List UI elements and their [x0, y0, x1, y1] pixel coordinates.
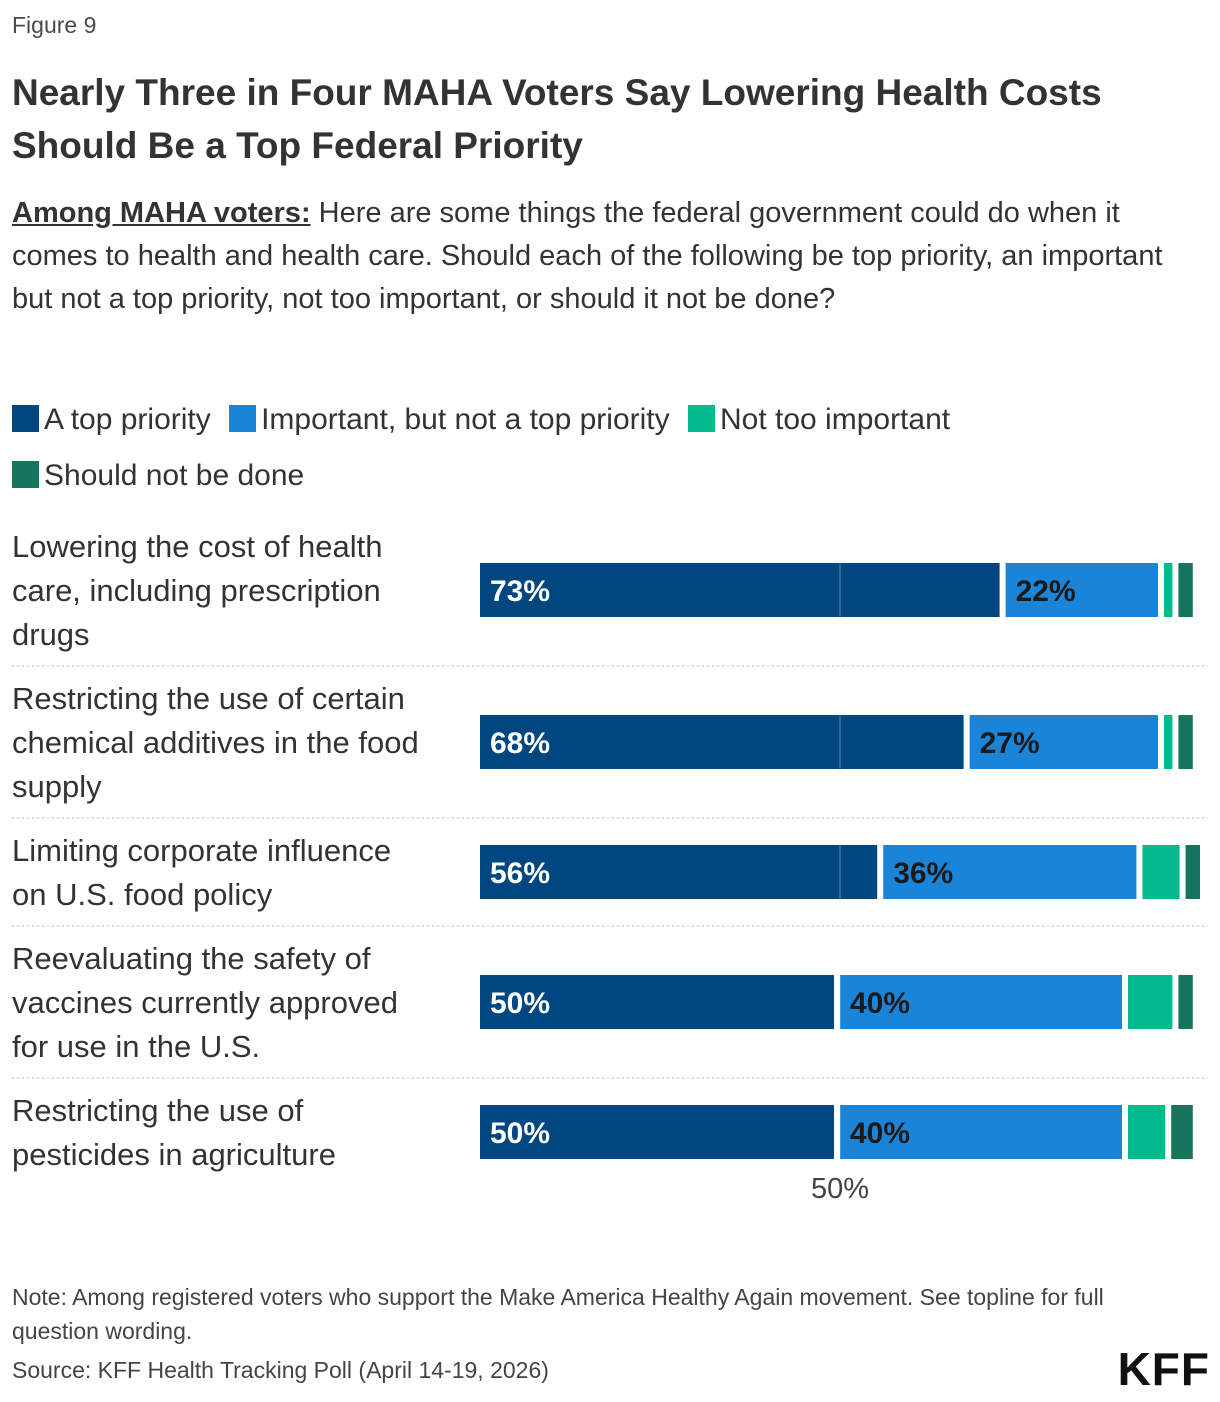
category-label: Reevaluating the safety of vaccines curre… [12, 941, 398, 1064]
legend-label-top-priority: A top priority [44, 403, 211, 436]
reference-line-label: 50% [811, 1173, 869, 1205]
legend-swatch-not-too-important [687, 405, 715, 432]
bar-important-but-not-a-top-priority [883, 845, 1137, 899]
data-label-important-but-not-a-top-priority: 36% [893, 857, 953, 890]
data-label-a-top-priority: 50% [490, 987, 550, 1020]
bar-not-too-important [1164, 715, 1173, 769]
bar-not-too-important [1128, 1105, 1166, 1159]
bar-important-but-not-a-top-priority [840, 975, 1122, 1029]
kff-logo: KFF [1117, 1343, 1210, 1395]
bar-a-top-priority [480, 1105, 834, 1159]
stacked-bar-chart: Lowering the cost of health care, includi… [12, 529, 1208, 1205]
legend-item-should-not-be-done: Should not be done [12, 459, 304, 492]
legend: A top priority Important, but not a top … [12, 392, 972, 504]
legend-label-not-too-important: Not too important [719, 403, 951, 436]
data-label-a-top-priority: 50% [490, 1117, 550, 1150]
category-label-line: Restricting the use of [12, 1093, 304, 1128]
legend-item-not-too-important: Not too important [687, 403, 951, 436]
chart-note: Note: Among registered voters who suppor… [12, 1284, 1104, 1344]
bar-a-top-priority [480, 715, 964, 769]
category-label-line: Reevaluating the safety of [12, 941, 371, 976]
chart-subtitle: Among MAHA voters: Here are some things … [12, 192, 1202, 321]
data-label-a-top-priority: 73% [490, 575, 550, 608]
data-label-important-but-not-a-top-priority: 22% [1016, 575, 1076, 608]
category-label-line: chemical additives in the food [12, 725, 419, 760]
bar-not-too-important [1128, 975, 1173, 1029]
legend-swatch-should-not-be-done [12, 461, 39, 488]
bar-a-top-priority [480, 975, 834, 1029]
category-label-line: Limiting corporate influence [12, 833, 391, 868]
category-label-line: pesticides in agriculture [12, 1137, 336, 1172]
bar-important-but-not-a-top-priority [840, 1105, 1122, 1159]
data-label-a-top-priority: 68% [490, 727, 550, 760]
bar-should-not-be-done [1171, 1105, 1193, 1159]
legend-label-should-not-be-done: Should not be done [44, 459, 305, 492]
category-label: Limiting corporate influence on U.S. food… [12, 833, 391, 912]
data-label-important-but-not-a-top-priority: 40% [850, 1117, 910, 1150]
category-label-line: care, including prescription [12, 573, 381, 608]
legend-swatch-top-priority [12, 405, 39, 432]
legend-swatch-important [229, 405, 257, 432]
bar-important-but-not-a-top-priority [969, 715, 1158, 769]
bar-should-not-be-done [1178, 715, 1193, 769]
category-label-line: Lowering the cost of health [12, 529, 383, 564]
legend-item-top-priority: A top priority [12, 403, 211, 436]
category-label-line: for use in the U.S. [12, 1029, 260, 1064]
figure-label: Figure 9 [12, 12, 97, 38]
legend-item-important: Important, but not a top priority [229, 403, 670, 436]
category-label-line: Restricting the use of certain [12, 681, 405, 716]
category-label-line: on U.S. food policy [12, 877, 273, 912]
data-label-important-but-not-a-top-priority: 27% [980, 727, 1040, 760]
legend-label-important: Important, but not a top priority [261, 403, 670, 436]
chart-source: Source: KFF Health Tracking Poll (April … [12, 1357, 549, 1383]
bar-not-too-important [1164, 563, 1173, 617]
bar-should-not-be-done [1185, 845, 1200, 899]
category-label-line: supply [12, 769, 102, 804]
category-label: Restricting the use of pesticides in agri… [12, 1093, 336, 1172]
bar-should-not-be-done [1178, 563, 1193, 617]
bar-not-too-important [1142, 845, 1180, 899]
subtitle-lead: Among MAHA voters: [12, 197, 311, 229]
bar-important-but-not-a-top-priority [1005, 563, 1158, 617]
bar-a-top-priority [480, 563, 1000, 617]
bar-a-top-priority [480, 845, 878, 899]
data-label-a-top-priority: 56% [490, 857, 550, 890]
category-label: Lowering the cost of health care, includi… [12, 529, 383, 652]
subtitle-question: Here are some things the federal governm… [12, 197, 1163, 315]
category-label-line: vaccines currently approved [12, 985, 398, 1020]
bar-should-not-be-done [1178, 975, 1193, 1029]
category-label-line: drugs [12, 617, 90, 652]
category-label: Restricting the use of certain chemical a… [12, 681, 419, 804]
chart-title: Nearly Three in Four MAHA Voters Say Low… [12, 72, 1102, 166]
data-label-important-but-not-a-top-priority: 40% [850, 987, 910, 1020]
